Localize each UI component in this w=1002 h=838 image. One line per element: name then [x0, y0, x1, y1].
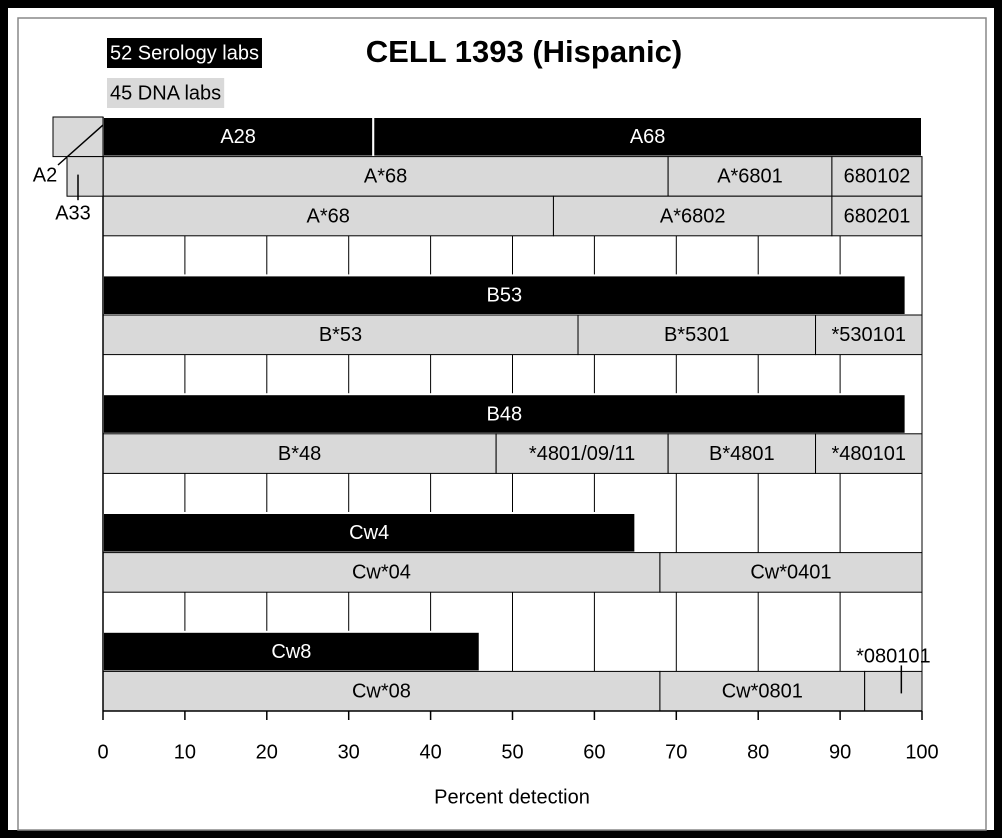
x-tick-label: 90	[829, 741, 851, 763]
segment-label: A*6802	[660, 205, 726, 227]
segment-label: A*68	[307, 205, 350, 227]
segment-label: B*48	[278, 443, 321, 465]
segment-label: B53	[487, 284, 523, 306]
x-tick-label: 10	[174, 741, 196, 763]
x-axis-label: Percent detection	[434, 786, 590, 808]
bar-segment	[667, 433, 817, 474]
legend-swatch	[107, 38, 262, 68]
segment-label: *080101	[856, 646, 931, 668]
x-tick-label: 30	[338, 741, 360, 763]
segment-label: Cw*04	[352, 562, 411, 584]
segment-label: *530101	[831, 324, 906, 346]
segment-label: B*53	[319, 324, 362, 346]
x-tick-label: 60	[583, 741, 605, 763]
bar-segment	[495, 433, 669, 474]
inner-frame	[17, 17, 987, 831]
x-tick-label: 100	[905, 741, 938, 763]
segment-label: Cw4	[349, 522, 389, 544]
segment-label: 680201	[844, 205, 911, 227]
x-tick-label: 80	[747, 741, 769, 763]
segment-label: Cw*08	[352, 680, 411, 702]
callout-box	[52, 116, 104, 158]
segment-label: *4801/09/11	[529, 443, 635, 465]
callout-pointer	[57, 124, 104, 166]
segment-label: B*5301	[664, 324, 730, 346]
segment-label: A*68	[364, 166, 407, 188]
bar-segment	[372, 116, 923, 158]
segment-label: B*4801	[709, 443, 775, 465]
callout-box	[66, 156, 104, 197]
bar-segment	[815, 314, 923, 356]
legend-label: 45 DNA labs	[110, 82, 221, 104]
bar-segment	[659, 552, 923, 593]
segment-label: Cw8	[271, 641, 311, 663]
segment-label: A*6801	[717, 166, 783, 188]
bar-segment	[577, 314, 817, 356]
bar-segment	[552, 195, 833, 237]
segment-label: A68	[630, 126, 666, 148]
bar-segment	[102, 670, 661, 712]
bar-segment	[831, 195, 923, 237]
x-tick-label: 40	[419, 741, 441, 763]
legend-label: 52 Serology labs	[110, 42, 259, 64]
bar-segment	[102, 552, 661, 593]
x-tick-label: 70	[665, 741, 687, 763]
bar-segment	[102, 195, 554, 237]
x-tick-label: 20	[256, 741, 278, 763]
bar-segment	[864, 670, 923, 712]
annotation: A2	[33, 164, 57, 186]
chart-title: CELL 1393 (Hispanic)	[366, 34, 682, 69]
segment-label: 680102	[844, 166, 911, 188]
bar-segment	[667, 156, 833, 197]
segment-label: Cw*0401	[750, 562, 831, 584]
segment-label: A28	[220, 126, 256, 148]
segment-label: B48	[487, 403, 523, 425]
x-tick-label: 50	[501, 741, 523, 763]
bar-segment	[815, 433, 923, 474]
bar-segment	[831, 156, 923, 197]
segment-label: *480101	[831, 443, 906, 465]
segment-label: Cw*0801	[722, 680, 803, 702]
legend-swatch	[107, 78, 225, 108]
bar-segment	[102, 314, 579, 356]
bar-segment	[102, 512, 637, 554]
x-tick-label: 0	[97, 741, 108, 763]
annotation: A33	[55, 202, 91, 224]
